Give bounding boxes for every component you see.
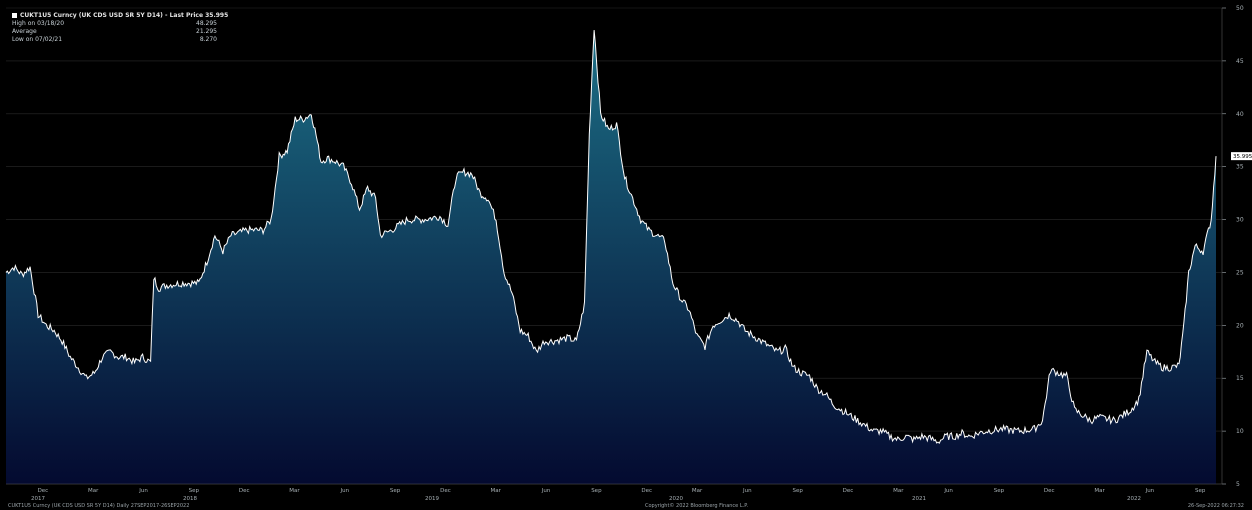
x-month-label: Dec xyxy=(1044,488,1055,494)
x-month-label: Dec xyxy=(239,488,250,494)
y-tick-label: 50 xyxy=(1236,5,1244,12)
x-month-label: Sep xyxy=(189,488,200,494)
x-year-label: 2021 xyxy=(912,496,926,502)
x-month-label: Dec xyxy=(440,488,451,494)
x-month-label: Dec xyxy=(843,488,854,494)
y-tick-label: 35 xyxy=(1236,164,1244,171)
last-price-label: 35.995 xyxy=(1233,154,1252,160)
price-area xyxy=(6,30,1216,484)
x-month-label: Mar xyxy=(692,488,703,494)
x-year-label: 2017 xyxy=(31,496,45,502)
chart-footer: CUKT1U5 Curncy (UK CDS USD SR 5Y D14) Da… xyxy=(0,502,1252,510)
y-tick-label: 5 xyxy=(1236,481,1240,488)
x-month-label: Jun xyxy=(138,488,148,494)
x-month-label: Sep xyxy=(390,488,401,494)
last-price-box xyxy=(1231,152,1252,161)
footer-left: CUKT1U5 Curncy (UK CDS USD SR 5Y D14) Da… xyxy=(8,503,190,509)
y-tick-label: 45 xyxy=(1236,58,1244,65)
footer-right: 26-Sep-2022 06:27:32 xyxy=(1187,503,1244,509)
last-price-marker: 35.995 xyxy=(1231,152,1252,161)
x-month-label: Dec xyxy=(641,488,652,494)
footer-center: Copyright© 2022 Bloomberg Finance L.P. xyxy=(645,503,749,509)
x-month-label: Jun xyxy=(1145,488,1155,494)
y-axis: 5 10 15 20 25 30 35 40 45 50 xyxy=(1221,5,1244,488)
y-tick-label: 10 xyxy=(1236,428,1244,435)
legend-title: CUKT1U5 Curncy (UK CDS USD SR 5Y D14) - … xyxy=(12,12,228,20)
legend-row-average: Average 21.295 xyxy=(12,28,217,35)
x-year-label: 2020 xyxy=(669,496,683,502)
legend-row-high: High on 03/18/20 48.295 xyxy=(12,20,217,27)
x-month-label: Dec xyxy=(38,488,49,494)
x-year-label: 2018 xyxy=(183,496,197,502)
legend-row-low: Low on 07/02/21 8.270 xyxy=(12,36,217,43)
x-year-label: 2022 xyxy=(1127,496,1141,502)
x-month-label: Jun xyxy=(541,488,551,494)
y-tick-label: 25 xyxy=(1236,269,1244,276)
x-month-label: Sep xyxy=(591,488,602,494)
y-tick-label: 20 xyxy=(1236,322,1244,329)
y-tick-label: 30 xyxy=(1236,217,1244,224)
x-month-label: Jun xyxy=(340,488,350,494)
y-tick-label: 15 xyxy=(1236,375,1244,382)
price-line xyxy=(5,30,1217,445)
x-month-label: Mar xyxy=(491,488,502,494)
x-month-label: Mar xyxy=(289,488,300,494)
x-month-label: Mar xyxy=(1094,488,1105,494)
x-year-label: 2019 xyxy=(425,496,439,502)
x-month-label: Sep xyxy=(792,488,803,494)
x-month-label: Sep xyxy=(1195,488,1206,494)
x-month-label: Mar xyxy=(893,488,904,494)
x-month-label: Sep xyxy=(994,488,1005,494)
x-month-label: Jun xyxy=(742,488,752,494)
x-month-label: Mar xyxy=(88,488,99,494)
x-axis: Dec Mar Jun Sep Dec Mar Jun Sep Dec Mar Jun Sep Dec M… xyxy=(6,483,1222,502)
chart-legend: CUKT1U5 Curncy (UK CDS USD SR 5Y D14) - … xyxy=(8,10,233,46)
y-tick-label: 40 xyxy=(1236,111,1244,118)
x-month-label: Jun xyxy=(943,488,953,494)
